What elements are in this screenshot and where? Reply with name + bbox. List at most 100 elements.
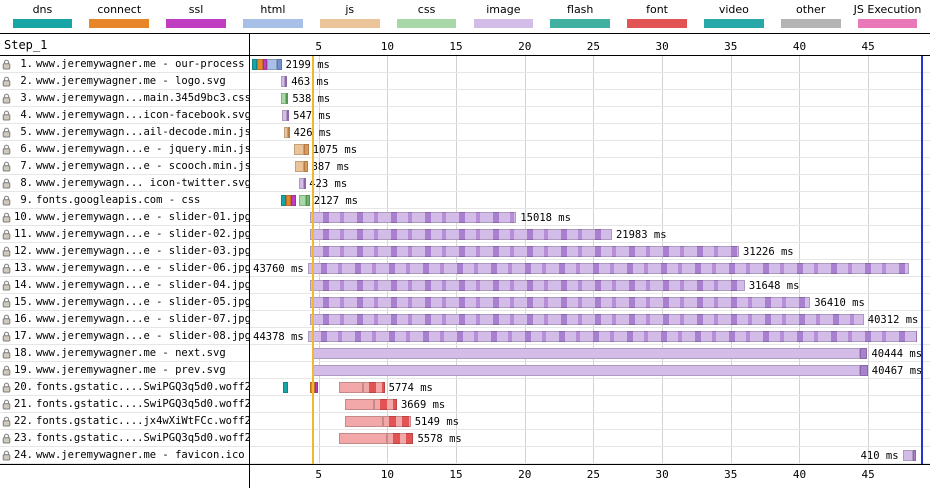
request-bar-row[interactable]: 426 ms — [250, 124, 930, 141]
request-bar-row[interactable]: 36410 ms — [250, 294, 930, 311]
request-bar-row[interactable]: 5149 ms — [250, 413, 930, 430]
request-bar-row[interactable]: 410 ms — [250, 447, 930, 464]
request-bar-segment-img_d[interactable] — [285, 76, 288, 87]
request-bar-segment-img_l[interactable] — [280, 76, 286, 87]
request-row[interactable]: 7. www.jeremywagn...e - scooch.min.js — [0, 158, 249, 175]
request-bar-segment-dns[interactable] — [252, 59, 257, 70]
request-bar-segment-font_l[interactable] — [344, 399, 374, 410]
request-bar-row[interactable]: 44378 ms — [250, 328, 930, 345]
request-bar-segment-img_d[interactable] — [286, 110, 290, 121]
request-bar-row[interactable]: 21983 ms — [250, 226, 930, 243]
request-bar-segment-html_d[interactable] — [276, 59, 282, 70]
request-bar-row[interactable]: 538 ms — [250, 90, 930, 107]
request-bar-row[interactable]: 3669 ms — [250, 396, 930, 413]
request-bar-segment-connect[interactable] — [285, 195, 291, 206]
load-complete-marker — [920, 56, 923, 464]
request-bar-segment-img_l[interactable] — [299, 178, 304, 189]
request-bar-segment-img_tex[interactable] — [310, 246, 740, 257]
request-bar-segment-dns[interactable] — [280, 195, 286, 206]
request-bar-segment-js_d[interactable] — [304, 144, 309, 155]
request-row[interactable]: 5. www.jeremywagn...ail-decode.min.js — [0, 124, 249, 141]
request-bar-segment-img_d[interactable] — [860, 365, 868, 376]
request-bar-segment-js_d[interactable] — [287, 127, 290, 138]
request-row[interactable]: 12. www.jeremywagn...e - slider-03.jpg — [0, 243, 249, 260]
request-bar-segment-img_l[interactable] — [902, 450, 913, 461]
request-bar-segment-css_l[interactable] — [280, 93, 287, 104]
request-bar-segment-img_tex[interactable] — [307, 263, 909, 274]
request-row[interactable]: 18. www.jeremywagner.me - next.svg — [0, 345, 249, 362]
request-bar-segment-connect[interactable] — [256, 59, 264, 70]
request-bar-segment-img_tex[interactable] — [307, 331, 918, 342]
request-row[interactable]: 14. www.jeremywagn...e - slider-04.jpg — [0, 277, 249, 294]
request-bar-segment-img_tex[interactable] — [310, 280, 745, 291]
request-bar-segment-ssl[interactable] — [263, 59, 268, 70]
request-bar-row[interactable]: 40312 ms — [250, 311, 930, 328]
request-row[interactable]: 23. fonts.gstatic....SwiPGQ3q5d0.woff2 — [0, 430, 249, 447]
request-row[interactable]: 17. www.jeremywagn...e - slider-08.jpg — [0, 328, 249, 345]
request-bar-row[interactable]: 5774 ms — [250, 379, 930, 396]
request-row[interactable]: 3. www.jeremywagn...main.345d9bc3.css — [0, 90, 249, 107]
request-row[interactable]: 20. fonts.gstatic....SwiPGQ3q5d0.woff2 — [0, 379, 249, 396]
request-bar-segment-css_d[interactable] — [305, 195, 310, 206]
request-bar-segment-font_tex[interactable] — [387, 433, 414, 444]
request-number: 9. — [20, 194, 33, 206]
request-row[interactable]: 8. www.jeremywagn... icon-twitter.svg — [0, 175, 249, 192]
request-bar-row[interactable]: 887 ms — [250, 158, 930, 175]
request-bar-segment-img_l[interactable] — [281, 110, 287, 121]
request-bar-row[interactable]: 31226 ms — [250, 243, 930, 260]
request-bar-row[interactable]: 5578 ms — [250, 430, 930, 447]
request-bar-segment-img_d[interactable] — [303, 178, 306, 189]
request-bar-row[interactable]: 2127 ms — [250, 192, 930, 209]
request-bar-segment-ssl[interactable] — [314, 382, 318, 393]
request-row[interactable]: 15. www.jeremywagn...e - slider-05.jpg — [0, 294, 249, 311]
request-bar-row[interactable]: 40467 ms — [250, 362, 930, 379]
request-row[interactable]: 1. www.jeremywagner.me - our-process — [0, 56, 249, 73]
request-bar-segment-js_l[interactable] — [283, 127, 288, 138]
request-bar-row[interactable]: 1075 ms — [250, 141, 930, 158]
request-bar-row[interactable]: 547 ms — [250, 107, 930, 124]
request-bar-row[interactable]: 31648 ms — [250, 277, 930, 294]
request-bar-segment-font_l[interactable] — [339, 382, 363, 393]
request-row[interactable]: 2. www.jeremywagner.me - logo.svg — [0, 73, 249, 90]
request-row[interactable]: 6. www.jeremywagn...e - jquery.min.js — [0, 141, 249, 158]
request-row[interactable]: 10. www.jeremywagn...e - slider-01.jpg — [0, 209, 249, 226]
request-bar-segment-font_tex[interactable] — [362, 382, 385, 393]
request-row[interactable]: 13. www.jeremywagn...e - slider-06.jpg — [0, 260, 249, 277]
request-bar-row[interactable]: 43760 ms — [250, 260, 930, 277]
request-bar-segment-dns[interactable] — [282, 382, 288, 393]
request-row[interactable]: 24. www.jeremywagner.me - favicon.ico — [0, 447, 249, 464]
request-bar-row[interactable]: 40444 ms — [250, 345, 930, 362]
request-bar-segment-js_d[interactable] — [303, 161, 308, 172]
request-row[interactable]: 19. www.jeremywagner.me - prev.svg — [0, 362, 249, 379]
request-bar-segment-img_tex[interactable] — [310, 314, 864, 325]
request-bar-segment-font_tex[interactable] — [373, 399, 397, 410]
request-row[interactable]: 22. fonts.gstatic....jx4wXiWtFCc.woff2 — [0, 413, 249, 430]
request-row[interactable]: 4. www.jeremywagn...icon-facebook.svg — [0, 107, 249, 124]
request-bar-segment-img_l[interactable] — [311, 348, 860, 359]
request-bar-row[interactable]: 15018 ms — [250, 209, 930, 226]
request-bar-segment-html_l[interactable] — [267, 59, 277, 70]
request-bar-segment-img_tex[interactable] — [310, 212, 517, 223]
request-bar-segment-font_l[interactable] — [344, 416, 384, 427]
request-bar-segment-font_l[interactable] — [339, 433, 388, 444]
request-bar-segment-img_tex[interactable] — [310, 297, 811, 308]
request-bar-segment-img_l[interactable] — [311, 365, 861, 376]
request-bar-segment-font_tex[interactable] — [383, 416, 411, 427]
request-bar-segment-js_l[interactable] — [293, 144, 305, 155]
request-row[interactable]: 21. fonts.gstatic....SwiPGQ3q5d0.woff2 — [0, 396, 249, 413]
request-bar-segment-img_d[interactable] — [859, 348, 868, 359]
request-bar-segment-css_l[interactable] — [298, 195, 306, 206]
request-row[interactable]: 9. fonts.googleapis.com - css — [0, 192, 249, 209]
request-bar-row[interactable]: 2199 ms — [250, 56, 930, 73]
request-bar-segment-img_tex[interactable] — [310, 229, 612, 240]
request-number: 24. — [14, 449, 33, 461]
request-bar-segment-js_l[interactable] — [295, 161, 304, 172]
request-row[interactable]: 16. www.jeremywagn...e - slider-07.jpg — [0, 311, 249, 328]
request-bar-segment-img_d[interactable] — [912, 450, 917, 461]
request-bar-segment-css_d[interactable] — [286, 93, 289, 104]
request-bar-segment-ssl[interactable] — [290, 195, 296, 206]
request-bar-row[interactable]: 463 ms — [250, 73, 930, 90]
request-row[interactable]: 11. www.jeremywagn...e - slider-02.jpg — [0, 226, 249, 243]
request-bar-row[interactable]: 423 ms — [250, 175, 930, 192]
request-url: www.jeremywagn...e - slider-01.jpg — [36, 211, 249, 223]
